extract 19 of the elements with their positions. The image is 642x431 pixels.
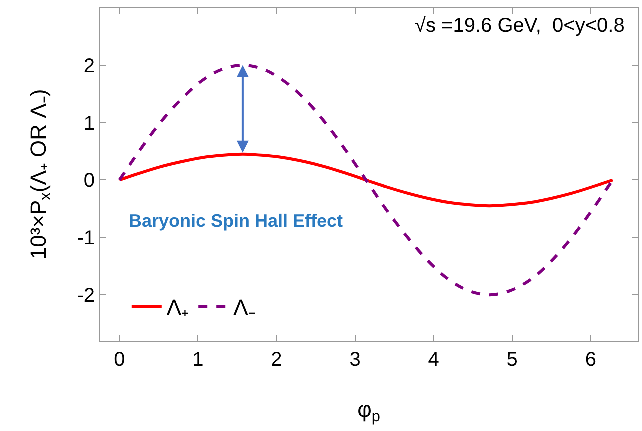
annotation: √s =19.6 GeV, 0<y<0.8	[415, 15, 625, 37]
legend-label: Λ₊	[166, 295, 189, 320]
x-tick-label: 6	[585, 349, 596, 371]
annotation: Baryonic Spin Hall Effect	[129, 211, 344, 231]
line-series	[118, 152, 614, 208]
y-tick-label: -1	[77, 228, 95, 250]
y-tick-label: -2	[77, 285, 95, 308]
x-tick-label: 3	[350, 349, 361, 371]
x-axis-title: φ$_{p}$	[358, 397, 380, 426]
x-tick-label: 5	[506, 349, 518, 371]
y-tick-label: 0	[84, 170, 95, 192]
x-tick-label: 2	[271, 349, 282, 371]
x-tick-label: 0	[114, 349, 126, 371]
y-tick-label: 1	[84, 112, 95, 135]
x-tick-label: 1	[192, 349, 204, 371]
legend-label: Λ₋	[234, 295, 256, 320]
x-tick-label: 4	[428, 349, 440, 371]
line-series	[118, 64, 614, 297]
y-tick-label: 2	[84, 55, 95, 78]
